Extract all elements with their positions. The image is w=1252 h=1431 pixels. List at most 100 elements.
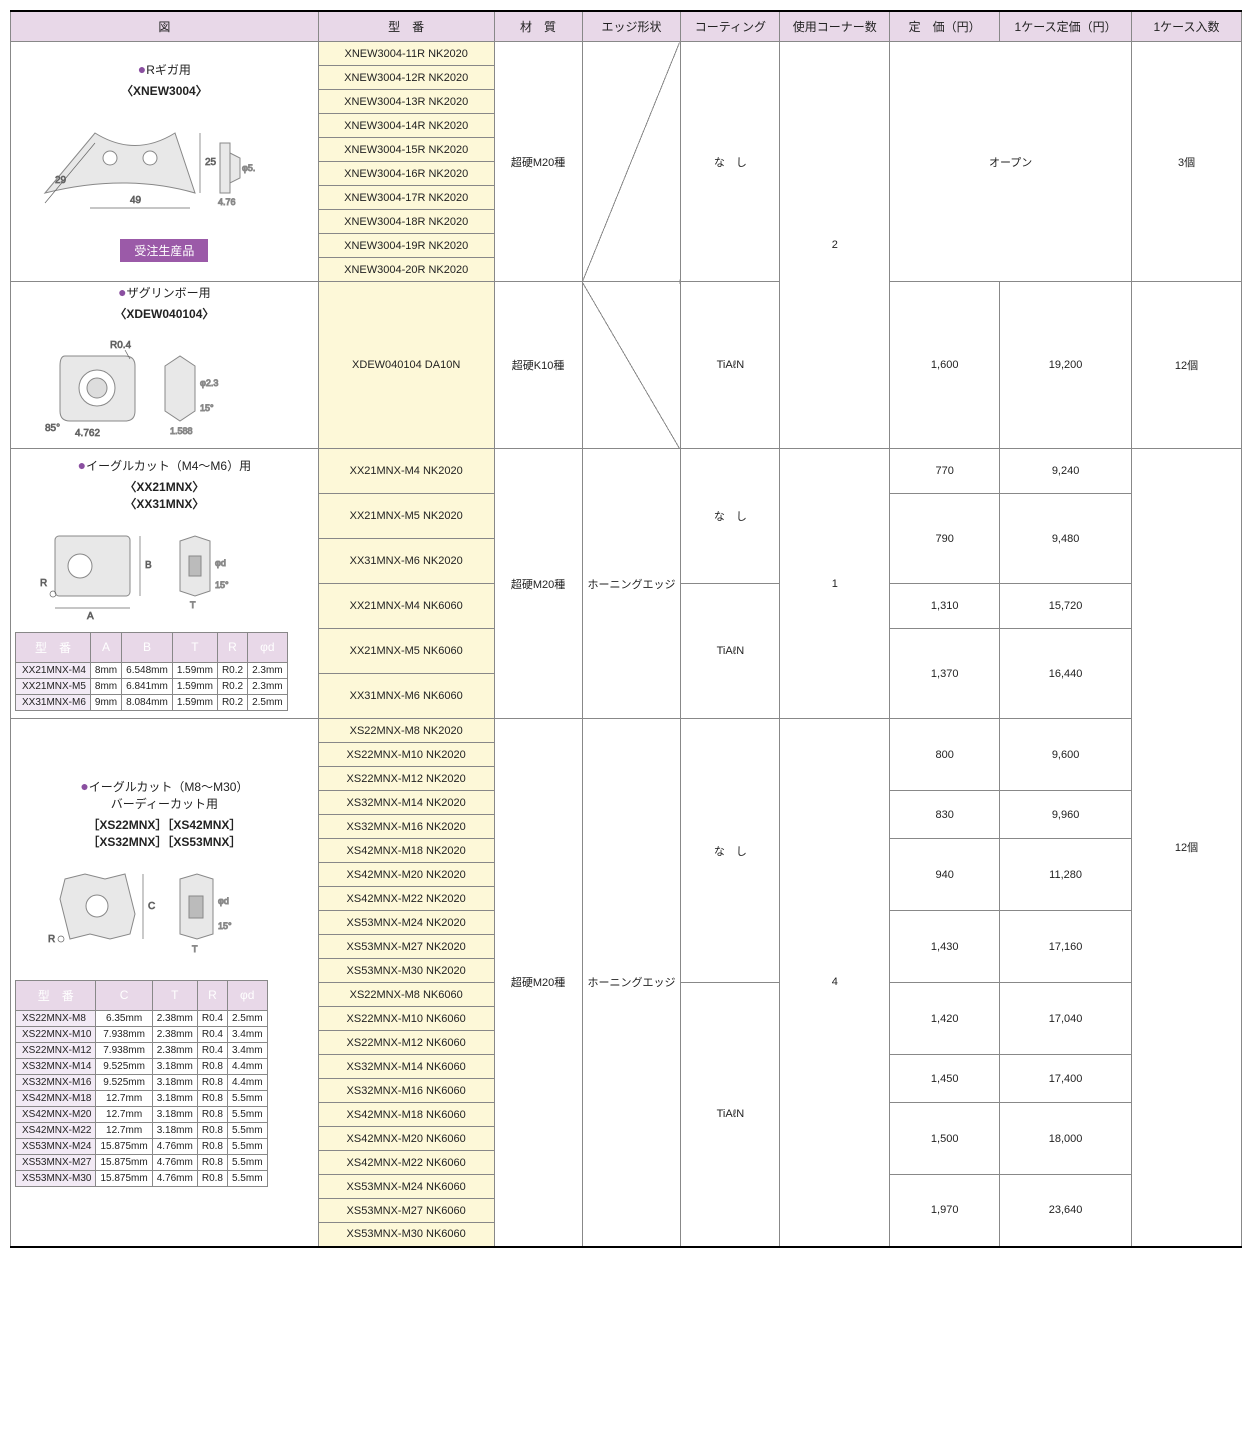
coating: な し: [681, 719, 780, 983]
fig-title: Rギガ用: [146, 63, 191, 77]
model-number: XS32MNX-M16 NK6060: [318, 1079, 494, 1103]
col-header: エッジ形状: [582, 11, 681, 42]
svg-text:15°: 15°: [215, 580, 229, 590]
model-number: XNEW3004-15R NK2020: [318, 138, 494, 162]
coating: TiAℓN: [681, 983, 780, 1247]
series-label: 〈XDEW040104〉: [15, 305, 314, 322]
edge-shape: [582, 282, 681, 449]
edge-shape: [582, 42, 681, 282]
case-price: 9,240: [1000, 449, 1132, 494]
svg-text:85°: 85°: [45, 423, 60, 434]
col-header: 定 価（円）: [890, 11, 1000, 42]
dimension-table: 型 番ABTRφdXX21MNX-M48mm6.548mm1.59mmR0.22…: [15, 632, 288, 711]
unit-price: 800: [890, 719, 1000, 791]
model-number: XS32MNX-M16 NK2020: [318, 815, 494, 839]
case-price: 18,000: [1000, 1103, 1132, 1175]
coating: な し: [681, 449, 780, 584]
corner-count: 4: [780, 719, 890, 1247]
catalog-table: 図型 番材 質エッジ形状コーティング使用コーナー数定 価（円）1ケース定価（円）…: [10, 10, 1242, 1248]
svg-text:49: 49: [130, 195, 142, 206]
model-number: XS22MNX-M10 NK6060: [318, 1007, 494, 1031]
case-price: 11,280: [1000, 839, 1132, 911]
model-number: XDEW040104 DA10N: [318, 282, 494, 449]
figure-cell: ●イーグルカット（M4～M6）用〈XX21MNX〉〈XX31MNX〉 R B A…: [11, 449, 319, 719]
svg-text:29: 29: [55, 175, 67, 186]
svg-text:R: R: [40, 578, 47, 589]
svg-text:15°: 15°: [200, 403, 214, 413]
model-number: XS42MNX-M18 NK6060: [318, 1103, 494, 1127]
model-number: XNEW3004-19R NK2020: [318, 234, 494, 258]
unit-price: 1,450: [890, 1055, 1000, 1103]
price-open: オープン: [890, 42, 1132, 282]
model-number: XNEW3004-17R NK2020: [318, 186, 494, 210]
unit-price: 770: [890, 449, 1000, 494]
unit-price: 1,420: [890, 983, 1000, 1055]
figure-cell: ●Rギガ用〈XNEW3004〉 25 29 49 φ5.5 4.76 受注生産品: [11, 42, 319, 282]
model-number: XX21MNX-M4 NK2020: [318, 449, 494, 494]
col-header: コーティング: [681, 11, 780, 42]
svg-text:R0.4: R0.4: [110, 340, 132, 351]
model-number: XS22MNX-M12 NK6060: [318, 1031, 494, 1055]
case-qty: 3個: [1132, 42, 1242, 282]
material: 超硬M20種: [494, 719, 582, 1247]
model-number: XX21MNX-M5 NK2020: [318, 494, 494, 539]
col-header: 型 番: [318, 11, 494, 42]
svg-text:B: B: [145, 560, 152, 571]
fig-title: ザグリンボー用: [127, 286, 211, 300]
case-qty: 12個: [1132, 449, 1242, 1247]
figure-cell: ●ザグリンボー用〈XDEW040104〉 R0.4 85° 4.762 φ2.3…: [11, 282, 319, 449]
case-price: 9,480: [1000, 494, 1132, 584]
model-number: XS22MNX-M8 NK6060: [318, 983, 494, 1007]
model-number: XX21MNX-M4 NK6060: [318, 584, 494, 629]
material: 超硬M20種: [494, 449, 582, 719]
unit-price: 1,970: [890, 1175, 1000, 1247]
col-header: 図: [11, 11, 319, 42]
series-label: ［XS22MNX］［XS42MNX］［XS32MNX］［XS53MNX］: [15, 816, 314, 850]
svg-text:T: T: [190, 600, 196, 610]
unit-price: 1,310: [890, 584, 1000, 629]
col-header: 1ケース入数: [1132, 11, 1242, 42]
model-number: XS42MNX-M18 NK2020: [318, 839, 494, 863]
unit-price: 1,430: [890, 911, 1000, 983]
svg-text:φd: φd: [218, 896, 229, 906]
case-price: 16,440: [1000, 629, 1132, 719]
case-price: 23,640: [1000, 1175, 1132, 1247]
svg-text:4.76: 4.76: [218, 197, 236, 207]
corner-count: 1: [780, 449, 890, 719]
svg-text:φ5.5: φ5.5: [242, 163, 255, 173]
model-number: XNEW3004-18R NK2020: [318, 210, 494, 234]
model-number: XS42MNX-M20 NK2020: [318, 863, 494, 887]
svg-text:C: C: [148, 901, 155, 912]
model-number: XS53MNX-M27 NK6060: [318, 1199, 494, 1223]
col-header: 材 質: [494, 11, 582, 42]
model-number: XS42MNX-M22 NK2020: [318, 887, 494, 911]
model-number: XNEW3004-16R NK2020: [318, 162, 494, 186]
model-number: XS32MNX-M14 NK6060: [318, 1055, 494, 1079]
coating: TiAℓN: [681, 282, 780, 449]
svg-text:1.588: 1.588: [170, 426, 193, 436]
unit-price: 1,500: [890, 1103, 1000, 1175]
model-number: XNEW3004-11R NK2020: [318, 42, 494, 66]
model-number: XX31MNX-M6 NK6060: [318, 674, 494, 719]
edge-shape: ホーニングエッジ: [582, 449, 681, 719]
case-price: 15,720: [1000, 584, 1132, 629]
model-number: XX21MNX-M5 NK6060: [318, 629, 494, 674]
svg-text:φd: φd: [215, 558, 226, 568]
order-badge: 受注生産品: [120, 239, 208, 262]
svg-text:R: R: [48, 934, 55, 945]
model-number: XNEW3004-12R NK2020: [318, 66, 494, 90]
model-number: XS53MNX-M30 NK2020: [318, 959, 494, 983]
edge-shape: ホーニングエッジ: [582, 719, 681, 1247]
model-number: XS53MNX-M24 NK2020: [318, 911, 494, 935]
corner-count: 2: [780, 42, 890, 449]
model-number: XX31MNX-M6 NK2020: [318, 539, 494, 584]
unit-price: 830: [890, 791, 1000, 839]
coating: TiAℓN: [681, 584, 780, 719]
model-number: XS22MNX-M10 NK2020: [318, 743, 494, 767]
model-number: XS32MNX-M14 NK2020: [318, 791, 494, 815]
case-price: 9,960: [1000, 791, 1132, 839]
fig-title: イーグルカット（M4～M6）用: [86, 459, 251, 473]
col-header: 1ケース定価（円）: [1000, 11, 1132, 42]
unit-price: 790: [890, 494, 1000, 584]
model-number: XS42MNX-M20 NK6060: [318, 1127, 494, 1151]
